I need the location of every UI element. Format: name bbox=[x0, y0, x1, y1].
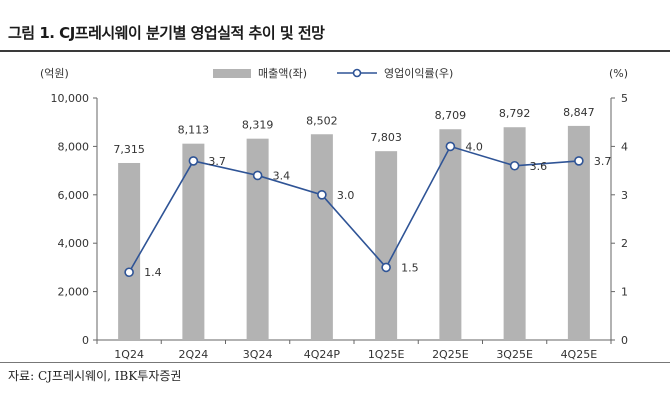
title-divider bbox=[0, 50, 670, 52]
revenue-bar-label: 8,847 bbox=[563, 106, 595, 119]
margin-point-label: 3.6 bbox=[530, 160, 548, 173]
margin-point-label: 4.0 bbox=[465, 140, 483, 153]
margin-point bbox=[381, 262, 391, 273]
margin-point-label: 1.5 bbox=[401, 261, 419, 274]
margin-point bbox=[252, 170, 263, 181]
x-tick-label: 3Q24 bbox=[243, 348, 273, 361]
right-tick-label: 1 bbox=[621, 286, 628, 299]
margin-point bbox=[317, 190, 327, 200]
x-tick-label: 3Q25E bbox=[496, 348, 533, 361]
revenue-bar bbox=[567, 125, 590, 340]
revenue-bar-label: 7,803 bbox=[370, 131, 402, 144]
revenue-bar bbox=[182, 143, 205, 340]
legend-bar-swatch bbox=[213, 69, 251, 78]
right-tick-label: 2 bbox=[621, 237, 628, 250]
revenue-bar bbox=[118, 162, 141, 340]
source-divider bbox=[0, 362, 670, 363]
left-tick-label: 6,000 bbox=[58, 189, 90, 202]
legend-bar-label: 매출액(좌) bbox=[258, 67, 307, 80]
margin-point bbox=[574, 156, 584, 166]
left-tick-label: 10,000 bbox=[51, 92, 90, 105]
right-tick-label: 3 bbox=[621, 189, 628, 202]
margin-line bbox=[128, 145, 579, 273]
left-tick-label: 0 bbox=[82, 334, 89, 347]
source-note: 자료: CJ프레시웨이, IBK투자증권 bbox=[8, 369, 182, 383]
revenue-bar bbox=[439, 129, 462, 340]
margin-point-label: 3.7 bbox=[594, 155, 612, 168]
x-tick-label: 2Q24 bbox=[179, 348, 209, 361]
left-axis-unit: (억원) bbox=[40, 67, 69, 80]
left-tick-label: 8,000 bbox=[58, 140, 90, 153]
x-tick-label: 1Q25E bbox=[368, 348, 405, 361]
revenue-bar bbox=[246, 138, 269, 340]
right-tick-label: 5 bbox=[621, 92, 628, 105]
revenue-bar bbox=[375, 151, 398, 340]
revenue-bar bbox=[310, 134, 333, 340]
margin-point-label: 3.7 bbox=[208, 155, 226, 168]
margin-point-label: 3.4 bbox=[273, 169, 291, 182]
x-tick-label: 4Q25E bbox=[561, 348, 598, 361]
left-tick-label: 4,000 bbox=[58, 237, 90, 250]
revenue-bar-label: 8,319 bbox=[242, 119, 274, 132]
revenue-bar bbox=[503, 127, 526, 340]
margin-point bbox=[445, 141, 456, 152]
revenue-bar-label: 8,709 bbox=[435, 109, 467, 122]
margin-point bbox=[124, 267, 134, 278]
legend-line-label: 영업이익률(우) bbox=[384, 67, 453, 80]
margin-point-label: 1.4 bbox=[144, 266, 162, 279]
revenue-bar-label: 8,502 bbox=[306, 114, 338, 127]
x-tick-label: 1Q24 bbox=[114, 348, 144, 361]
x-tick-label: 2Q25E bbox=[432, 348, 469, 361]
margin-point-label: 3.0 bbox=[337, 189, 355, 202]
margin-point bbox=[509, 160, 520, 171]
right-axis-unit: (%) bbox=[609, 67, 628, 80]
legend-line-marker bbox=[352, 68, 362, 78]
chart: 0 2,000 4,000 6,000 8,000 10,000 0 1 2 3 4 5 (억원) (%)… bbox=[40, 67, 628, 361]
chart-title: 그림 1. CJ프레시웨이 분기별 영업실적 추이 및 전망 bbox=[8, 24, 325, 42]
right-tick-label: 4 bbox=[621, 140, 628, 153]
x-tick-label: 4Q24P bbox=[304, 348, 341, 361]
revenue-bar-label: 8,113 bbox=[178, 124, 210, 137]
margin-point bbox=[188, 156, 199, 166]
revenue-bar-label: 8,792 bbox=[499, 107, 531, 120]
left-tick-label: 2,000 bbox=[58, 286, 90, 299]
right-tick-label: 0 bbox=[621, 334, 628, 347]
revenue-bar-label: 7,315 bbox=[113, 143, 145, 156]
